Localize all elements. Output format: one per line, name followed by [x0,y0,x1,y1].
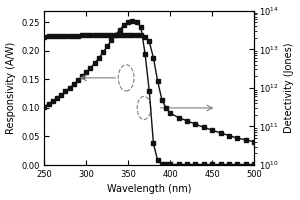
Y-axis label: Detectivity (Jones): Detectivity (Jones) [284,43,294,133]
Y-axis label: Responsivity (A/W): Responsivity (A/W) [6,42,16,134]
X-axis label: Wavelength (nm): Wavelength (nm) [107,184,191,194]
